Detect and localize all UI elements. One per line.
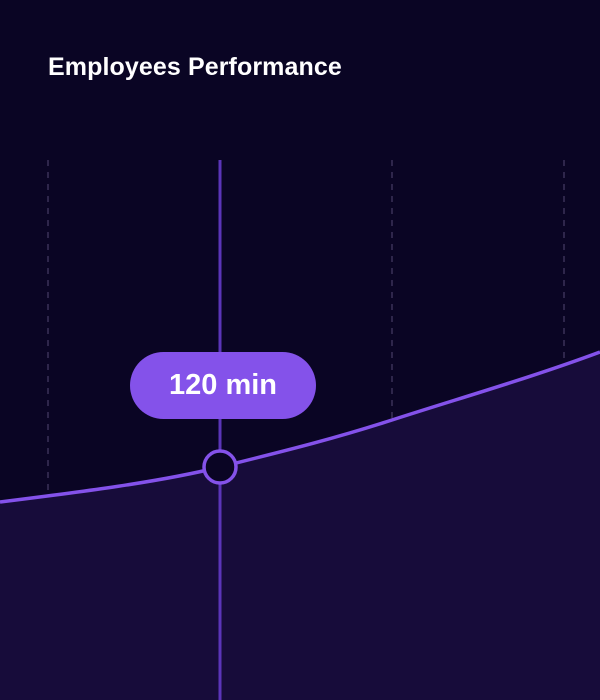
value-tooltip: 120 min bbox=[130, 352, 316, 419]
chart-title: Employees Performance bbox=[48, 53, 342, 81]
area-fill bbox=[0, 352, 600, 700]
highlight-point-marker[interactable] bbox=[202, 449, 238, 485]
series-line bbox=[0, 350, 600, 504]
